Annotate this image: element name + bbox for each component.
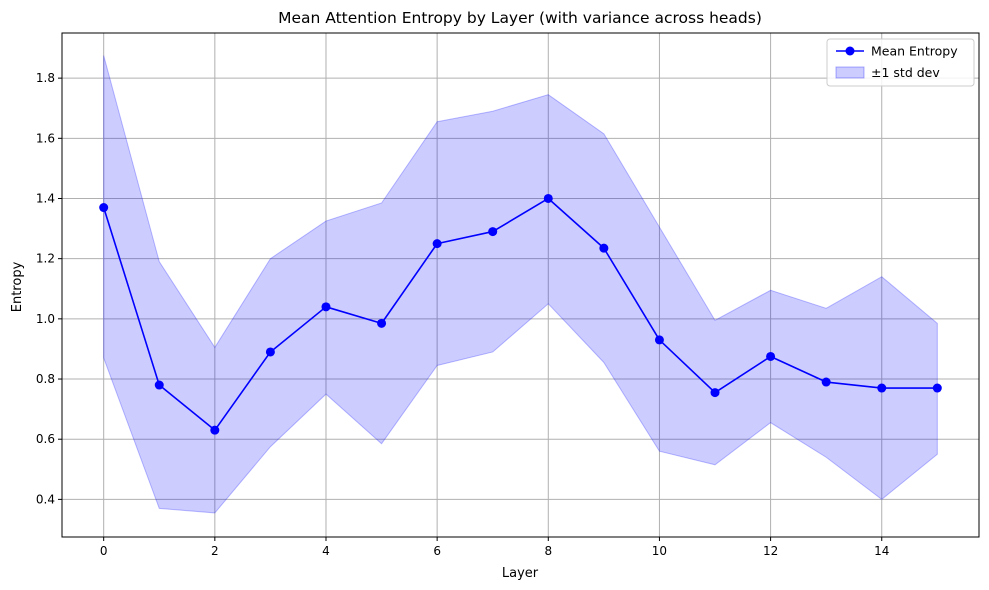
y-tick-label-4: 1.2	[36, 252, 55, 266]
y-tick-label-3: 1.0	[36, 312, 55, 326]
x-tick-label-2: 4	[322, 544, 330, 558]
x-tick-label-4: 8	[544, 544, 552, 558]
data-point-3	[265, 347, 275, 357]
data-point-11	[710, 388, 720, 398]
data-point-15	[932, 383, 942, 393]
data-point-10	[654, 335, 664, 345]
data-point-9	[599, 243, 609, 253]
x-tick-label-7: 14	[874, 544, 889, 558]
data-point-6	[432, 239, 442, 249]
std-dev-band	[103, 55, 938, 514]
x-tick-label-6: 12	[763, 544, 778, 558]
chart-title: Mean Attention Entropy by Layer (with va…	[278, 9, 762, 27]
x-axis-label: Layer	[502, 566, 539, 581]
series-line-0	[102, 197, 938, 431]
legend-mean-entropy-marker	[845, 46, 855, 56]
data-point-12	[766, 351, 776, 361]
data-point-8	[543, 193, 553, 203]
mean-entropy-line-layer	[99, 193, 942, 435]
legend-mean-entropy-label: Mean Entropy	[871, 44, 958, 59]
y-tick-label-0: 0.4	[36, 492, 55, 506]
data-point-5	[377, 318, 387, 328]
legend-std-dev-label: ±1 std dev	[871, 65, 940, 80]
y-tick-label-2: 0.8	[36, 372, 55, 386]
data-point-0	[99, 203, 109, 213]
legend: Mean Entropy ±1 std dev	[826, 38, 975, 87]
plot-frame	[61, 32, 980, 538]
data-point-1	[154, 380, 164, 390]
y-tick-label-5: 1.4	[36, 191, 55, 205]
x-tick-label-0: 0	[100, 544, 108, 558]
legend-std-dev-swatch	[835, 66, 865, 79]
data-point-14	[877, 383, 887, 393]
x-tick-label-3: 6	[433, 544, 441, 558]
y-tick-label-7: 1.8	[36, 71, 55, 85]
y-tick-label-6: 1.6	[36, 131, 55, 145]
y-axis-label: Entropy	[10, 261, 25, 312]
data-point-7	[488, 227, 498, 237]
y-tick-label-1: 0.6	[36, 432, 55, 446]
axes: 0 2 4 6 8 10 12 14 0.4 0.6 0.8 1.0 1.2 1.4 1.6 1.8	[36, 32, 980, 558]
x-tick-label-5: 10	[652, 544, 667, 558]
std-dev-band-layer	[103, 55, 938, 514]
data-point-13	[821, 377, 831, 387]
x-tick-label-1: 2	[211, 544, 219, 558]
data-point-4	[321, 302, 331, 312]
data-point-2	[210, 425, 220, 435]
